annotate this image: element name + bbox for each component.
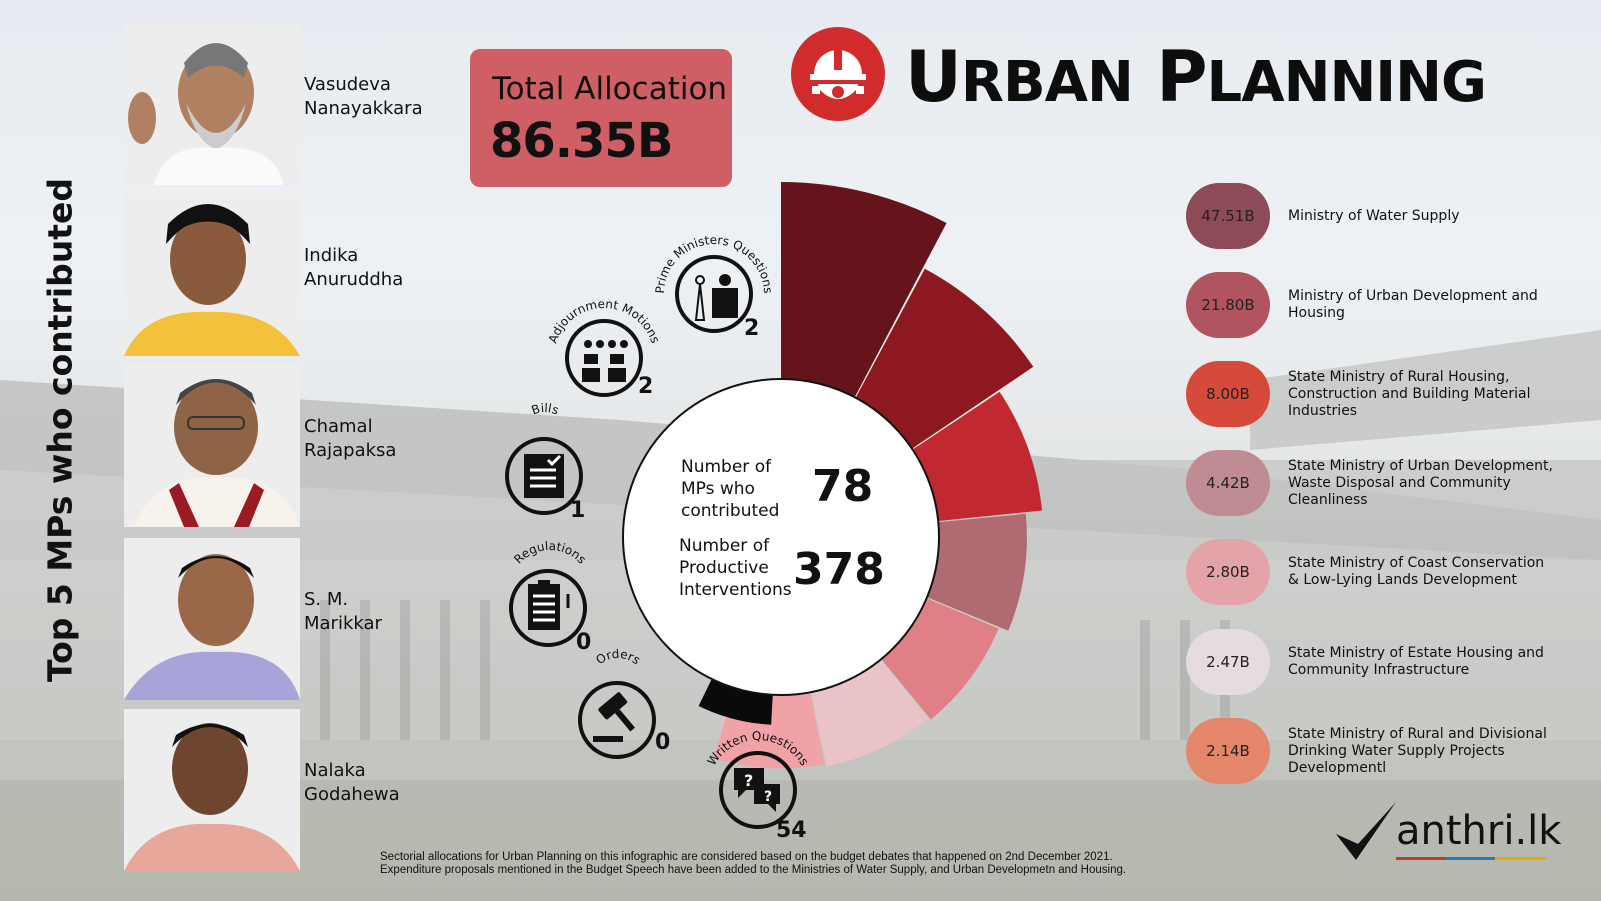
chart-wedge-3 [912,391,1043,522]
chart-wedge-2 [855,268,1034,449]
chart-black-segment [698,661,774,725]
mps-contributed-label: Number of MPs who contributed [681,457,780,521]
legend-item: 2.47B State Ministry of Estate Housing a… [1186,629,1566,695]
mp-card-5: Nalaka Godahewa [124,709,400,871]
legend-item: 4.42B State Ministry of Urban Developmen… [1186,450,1566,516]
orders-count: 0 [655,730,671,755]
mp-card-2: Indika Anuruddha [124,194,403,356]
regulations-item: 0 [508,568,591,655]
page-title: URBAN PLANNING [905,36,1487,118]
total-allocation-box: Total Allocation 86.35B [470,49,732,187]
adjournment-motions-item: 2 [564,318,653,399]
chart-wedge-4 [927,513,1027,631]
mp-name: Vasudeva Nanayakkara [304,74,423,119]
mp-name: Nalaka Godahewa [304,760,400,805]
mp-photo [124,23,300,185]
chart-wedge-5 [881,598,999,720]
logo-text: anthri.lk [1396,808,1562,854]
legend-item: 2.80B State Ministry of Coast Conservati… [1186,539,1566,605]
legend-label: State Ministry of Estate Housing and Com… [1288,645,1544,678]
checkmark-logo-icon [1336,802,1396,860]
legend-value: 2.14B [1186,718,1270,784]
mps-contributed-value: 78 [812,461,874,512]
mp-name: S. M. Marikkar [304,589,382,634]
legend-label: Ministry of Water Supply [1288,207,1460,224]
legend-value: 21.80B [1186,272,1270,338]
interventions-value: 378 [793,544,885,595]
chart-wedge-6 [811,659,929,767]
legend-label: State Ministry of Rural Housing, Constru… [1288,368,1531,419]
legend-value: 4.42B [1186,450,1270,516]
total-allocation-value: 86.35B [490,113,673,169]
mp-photo [124,194,300,356]
side-title: Top 5 MPs who contributed [40,177,80,683]
legend-value: 8.00B [1186,361,1270,427]
mp-photo [124,709,300,871]
bills-count: 1 [570,498,586,523]
bills-item: 1 [504,436,585,523]
legend-value: 47.51B [1186,183,1270,249]
interventions-label: Number of Productive Interventions [679,536,792,600]
legend-label: State Ministry of Rural and Divisional D… [1288,725,1547,776]
mp-card-1: Vasudeva Nanayakkara [124,23,423,185]
written-questions-count: 54 [776,818,807,843]
mp-photo [124,538,300,700]
regulations-label: Regulations [511,539,589,567]
orders-label: Orders [593,647,642,667]
chart-wedge-1 [781,182,947,398]
manthri-logo: anthri.lk [1334,798,1561,868]
podium-icon [675,255,753,333]
gavel-icon [578,681,656,759]
svg-text:?: ? [764,789,772,805]
legend-item: 2.14B State Ministry of Rural and Divisi… [1186,718,1566,784]
total-allocation-label: Total Allocation [492,71,728,107]
legend-label: Ministry of Urban Development and Housin… [1288,288,1538,321]
legend-item: 21.80B Ministry of Urban Development and… [1186,272,1566,338]
meeting-icon [565,319,643,397]
document-check-icon [505,437,583,515]
legend-value: 2.80B [1186,539,1270,605]
legend-item: 8.00B State Ministry of Rural Housing, C… [1186,361,1566,427]
regulations-count: 0 [576,630,592,655]
legend-label: State Ministry of Coast Conservation & L… [1288,555,1545,588]
adjournment-motions-count: 2 [638,374,654,399]
mp-name: Chamal Rajapaksa [304,416,397,461]
mp-photo [124,365,300,527]
legend-item: 47.51B Ministry of Water Supply [1186,183,1566,249]
legend-label: State Ministry of Urban Development, Was… [1288,457,1553,508]
clipboard-icon [509,569,587,647]
bills-label: Bills [530,401,561,418]
svg-text:?: ? [744,771,753,790]
footnote: Sectorial allocations for Urban Planning… [380,851,1127,876]
mp-card-3: Chamal Rajapaksa [124,365,396,527]
logo-underline [1396,857,1546,860]
speech-bubbles-icon: ? ? [719,751,797,829]
pm-questions-item: 2 [674,254,759,341]
mp-name: Indika Anuruddha [304,245,404,290]
written-questions-item: ? ? 54 [718,750,807,843]
legend-value: 2.47B [1186,629,1270,695]
hardhat-gear-icon [791,27,885,121]
pm-questions-count: 2 [744,316,760,341]
mp-card-4: S. M. Marikkar [124,538,382,700]
orders-item: 0 [577,680,670,760]
